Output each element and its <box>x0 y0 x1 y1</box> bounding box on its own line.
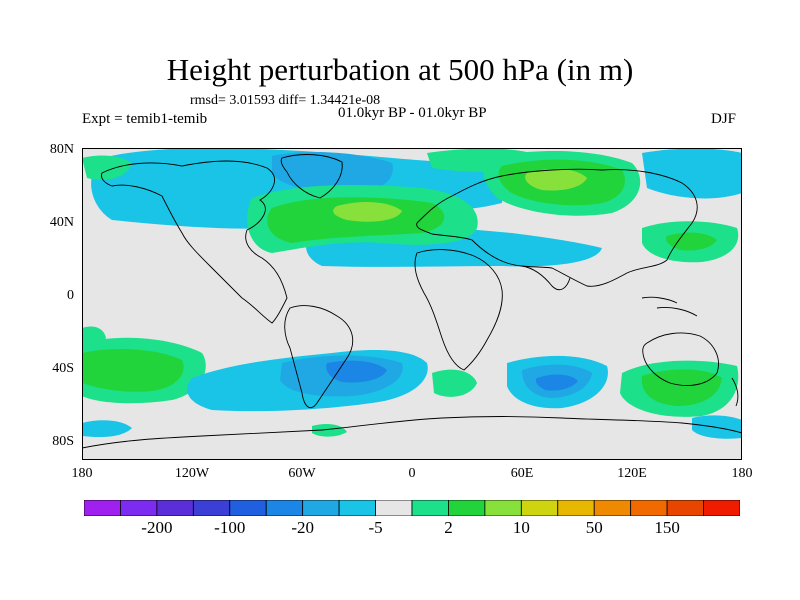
map-title: Height perturbation at 500 hPa (in m) <box>166 52 634 87</box>
colorbar-swatch <box>120 500 158 516</box>
lat-label-40s: 40S <box>52 361 74 376</box>
colorbar-swatch <box>302 500 340 516</box>
experiment-label: Expt = temib1-temib <box>82 111 208 127</box>
colorbar-swatch <box>338 500 376 516</box>
contour-west-pacific <box>642 221 739 263</box>
stats-line: rmsd= 3.01593 diff= 1.34421e-08 <box>190 93 381 108</box>
coast-se-asia <box>641 296 698 317</box>
world-map <box>82 148 742 460</box>
coast-antarctica <box>82 416 742 449</box>
colorbar-label: 10 <box>512 518 530 537</box>
lon-label-120e: 120E <box>617 466 647 481</box>
map-frame <box>82 148 742 460</box>
coast-australia <box>642 332 719 386</box>
coast-africa <box>414 249 503 371</box>
lon-label-120w: 120W <box>174 466 210 481</box>
colorbar-label: -200 <box>141 518 173 537</box>
contour-eurasia <box>427 148 641 216</box>
contour-indian-blue <box>507 355 608 409</box>
colorbar-swatch <box>156 500 194 516</box>
lat-label-0: 0 <box>67 288 74 303</box>
contour-australia-green <box>620 360 739 417</box>
colorbar-swatch <box>192 500 231 516</box>
colorbar-swatch <box>666 500 704 516</box>
coastlines <box>82 154 742 449</box>
colorbar-swatch <box>593 500 632 516</box>
contour-east-pacific-green <box>82 326 106 346</box>
colorbar-swatch <box>630 500 668 516</box>
lon-label-180e: 180 <box>731 466 753 481</box>
coast-north-america <box>101 160 288 324</box>
colorbar-label: -100 <box>214 518 246 537</box>
lon-label-60w: 60W <box>288 466 316 481</box>
lon-label-180w: 180 <box>71 466 93 481</box>
colorbar-swatch <box>520 500 559 516</box>
colorbar-label: 50 <box>585 518 603 537</box>
lon-label-0: 0 <box>408 466 416 481</box>
lon-label-60e: 60E <box>510 466 534 481</box>
colorbar-label: 150 <box>654 518 680 537</box>
colorbar-swatch <box>703 500 740 516</box>
contour-antarctic <box>82 369 742 439</box>
colorbar-label: -20 <box>291 518 314 537</box>
colorbar-swatch <box>229 500 267 516</box>
coast-arabia-india <box>521 265 571 291</box>
coast-greenland <box>280 154 343 199</box>
colorbar <box>84 500 740 516</box>
lat-label-40n: 40N <box>49 215 74 230</box>
season-label: DJF <box>711 111 737 127</box>
contour-north-atlantic <box>247 185 478 253</box>
colorbar-swatch <box>448 500 486 516</box>
colorbar-swatch <box>84 500 121 516</box>
colorbar-swatch <box>265 500 304 516</box>
colorbar-swatch <box>375 500 413 516</box>
colorbar-swatch <box>484 500 522 516</box>
contour-southern-blue <box>187 350 428 412</box>
colorbar-label: 2 <box>444 518 453 537</box>
coast-south-america <box>284 305 354 409</box>
coast-eurasia <box>416 168 698 287</box>
lat-label-80n: 80N <box>49 142 74 157</box>
colorbar-swatch <box>411 500 449 516</box>
colorbar-label: -5 <box>368 518 383 537</box>
period-label: 01.0kyr BP - 01.0kyr BP <box>338 105 487 121</box>
colorbar-swatch <box>557 500 595 516</box>
contour-nh-west-green <box>82 155 132 180</box>
contour-south-pacific <box>82 337 206 404</box>
coast-new-zealand <box>731 377 739 407</box>
lat-label-80s: 80S <box>52 434 74 449</box>
